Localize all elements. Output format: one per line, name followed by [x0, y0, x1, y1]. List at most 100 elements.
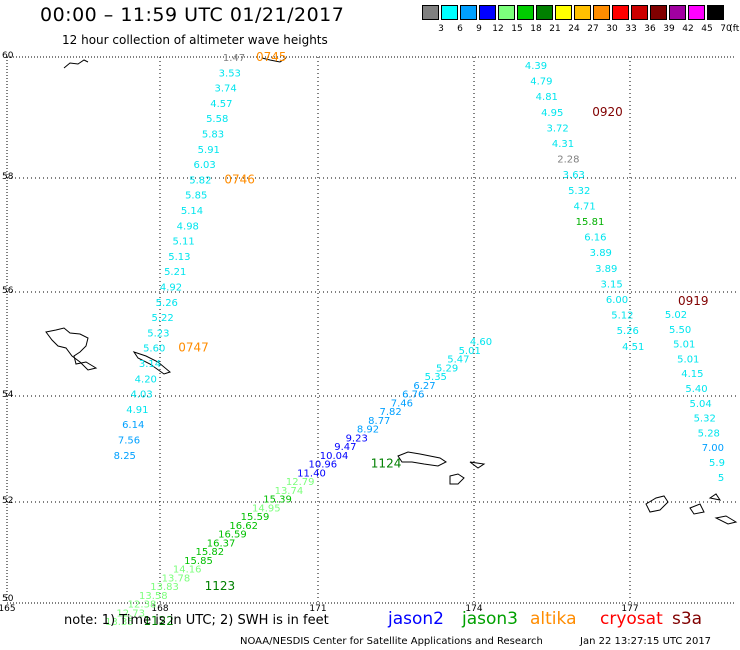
legend-swatch — [631, 5, 648, 20]
swh-value: 5.9 — [709, 458, 725, 469]
swh-value: 6.14 — [122, 420, 144, 431]
swh-value: 4.31 — [552, 139, 574, 150]
units-note: note: 1) Time is in UTC; 2) SWH is in fe… — [64, 613, 329, 628]
swh-value: 7.56 — [118, 436, 140, 447]
legend-swatch — [479, 5, 496, 20]
swh-value: 8.25 — [114, 451, 136, 462]
legend-swatch — [498, 5, 515, 20]
legend-value: 70 — [720, 24, 732, 34]
map-title: 00:00 – 11:59 UTC 01/21/2017 — [40, 4, 345, 26]
lat-label: 54 — [2, 390, 14, 400]
legend-swatch — [650, 5, 667, 20]
pass-time-label: 0746 — [224, 172, 255, 186]
swh-value: 13.78 — [162, 573, 191, 584]
swh-value: 5.40 — [685, 384, 707, 395]
swh-value: 5.02 — [665, 310, 687, 321]
swh-value: 6.76 — [402, 390, 424, 401]
swh-value: 5.26 — [156, 298, 178, 309]
pass-time-label: 1123 — [205, 579, 236, 593]
island-aleutian-3 — [469, 461, 486, 469]
credit-line: NOAA/NESDIS Center for Satellite Applica… — [240, 636, 543, 647]
swh-value: 5.12 — [611, 311, 633, 322]
legend-swatch — [707, 5, 724, 20]
swh-value: 4.51 — [622, 342, 644, 353]
swh-value: 5.14 — [181, 206, 203, 217]
swh-value: 9.23 — [346, 433, 368, 444]
legend-unit: (ft) — [729, 24, 740, 34]
swh-value: 5.32 — [568, 186, 590, 197]
swh-value: 5.13 — [168, 252, 190, 263]
swh-value: 4.81 — [536, 92, 558, 103]
lat-label: 58 — [2, 172, 14, 182]
swh-value: 3.89 — [590, 248, 612, 259]
lat-label: 60 — [2, 51, 14, 61]
island-small — [132, 351, 172, 375]
island-aleutian-1 — [397, 451, 447, 467]
legend-value: 33 — [625, 24, 637, 34]
legend-value: 6 — [457, 24, 463, 34]
swh-value: 5.47 — [447, 355, 469, 366]
legend-value: 39 — [663, 24, 675, 34]
swh-value: 16.59 — [218, 530, 247, 541]
coastlines — [45, 57, 738, 525]
swh-value: 15.81 — [576, 217, 605, 228]
swh-value: 3.14 — [139, 359, 161, 370]
swh-value: 12.73 — [116, 608, 145, 619]
graticule — [7, 57, 736, 603]
legend-value: 45 — [701, 24, 713, 34]
legend-value: 18 — [530, 24, 542, 34]
swh-value: 14.16 — [173, 565, 202, 576]
swh-value: 7.00 — [702, 443, 724, 454]
lat-label: 50 — [2, 594, 14, 604]
swh-value: 5.01 — [673, 340, 695, 351]
swh-value: 5.23 — [147, 328, 169, 339]
lon-label: 174 — [465, 604, 482, 614]
legend-swatch — [517, 5, 534, 20]
swh-value: 13.83 — [150, 582, 179, 593]
legend-value: 36 — [644, 24, 656, 34]
island-aleutian-7 — [708, 493, 722, 501]
legend-value: 21 — [549, 24, 561, 34]
swh-value: 5.32 — [694, 414, 716, 425]
swh-value: 4.15 — [681, 369, 703, 380]
legend-value: 30 — [606, 24, 618, 34]
legend-swatch — [536, 5, 553, 20]
swh-value: 5.91 — [198, 145, 220, 156]
coastline-north — [63, 59, 89, 69]
island-aleutian-5 — [689, 503, 705, 515]
pass-time-label: 0920 — [592, 105, 623, 119]
swh-value: 15.82 — [195, 547, 224, 558]
swh-value: 12.38 — [128, 600, 157, 611]
legend-swatch — [688, 5, 705, 20]
swh-value: 4.98 — [177, 221, 199, 232]
swh-value: 4.92 — [160, 283, 182, 294]
swh-value: 3.74 — [214, 84, 236, 95]
legend-swatch — [441, 5, 458, 20]
legend-swatch — [422, 5, 439, 20]
swh-value: 14.95 — [252, 503, 281, 514]
lon-label: 165 — [0, 604, 16, 614]
swh-value: 10.04 — [320, 451, 349, 462]
legend-swatch — [669, 5, 686, 20]
swh-value: 6.03 — [193, 160, 215, 171]
swh-value: 13.35 — [105, 617, 134, 628]
legend-value: 3 — [438, 24, 444, 34]
legend-value: 27 — [587, 24, 599, 34]
swh-value: 4.71 — [573, 201, 595, 212]
swh-value: 4.57 — [210, 99, 232, 110]
swh-value: 8.77 — [368, 416, 390, 427]
swh-value: 5.28 — [698, 428, 720, 439]
swh-value: 7.46 — [391, 398, 413, 409]
pass-time-label: 0919 — [678, 294, 709, 308]
satellite-label-jason2: jason2 — [388, 609, 444, 629]
swh-value: 15.85 — [184, 556, 213, 567]
legend-swatch — [593, 5, 610, 20]
swh-value: 11.40 — [297, 468, 326, 479]
legend-value: 15 — [511, 24, 523, 34]
swh-value: 3.72 — [546, 123, 568, 134]
swh-value: 4.39 — [525, 61, 547, 72]
generated-timestamp: Jan 22 13:27:15 UTC 2017 — [580, 636, 712, 647]
island-st-matthew — [45, 327, 98, 371]
